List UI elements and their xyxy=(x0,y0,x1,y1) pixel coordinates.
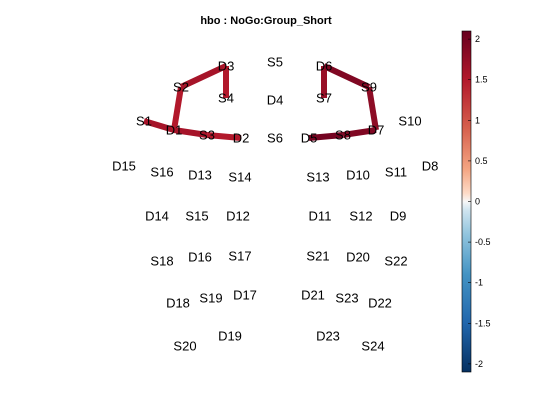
optode-label-d4: D4 xyxy=(267,93,284,108)
channel-s2-d1 xyxy=(171,86,184,131)
optode-label-d15: D15 xyxy=(112,159,136,174)
optode-label-d19: D19 xyxy=(218,329,242,344)
optode-label-s14: S14 xyxy=(228,170,251,185)
colorbar-tick-label: -1.5 xyxy=(475,318,491,328)
optode-label-s5: S5 xyxy=(267,55,283,70)
optode-label-d11: D11 xyxy=(309,209,332,224)
channel-s3-d2 xyxy=(206,132,242,141)
colorbar-tick-label: 1.5 xyxy=(475,75,488,85)
optode-label-s22: S22 xyxy=(384,254,407,269)
optode-label-s21: S21 xyxy=(306,249,329,264)
channel-s3-d1 xyxy=(173,127,208,138)
optode-label-d21: D21 xyxy=(301,288,325,303)
optode-label-d2: D2 xyxy=(233,131,250,146)
optode-label-d8: D8 xyxy=(422,159,439,174)
channel-s9-d7 xyxy=(366,86,379,131)
optode-label-d18: D18 xyxy=(166,296,190,311)
optode-labels-layer: S1 S2 S3 S4 S5 S6 S7 S8 S9 S10 S11 S12 S13 S14 S15 S16 S… xyxy=(112,55,438,354)
optode-label-d20: D20 xyxy=(346,250,370,265)
optode-label-s16: S16 xyxy=(150,165,173,180)
optode-label-s17: S17 xyxy=(228,249,251,264)
optode-label-s6: S6 xyxy=(267,131,283,146)
optode-label-s23: S23 xyxy=(335,291,358,306)
optode-label-s11: S11 xyxy=(385,165,407,180)
optode-label-d1: D1 xyxy=(166,123,183,138)
optode-label-d5: D5 xyxy=(301,131,318,146)
optode-label-s15: S15 xyxy=(185,209,208,224)
optode-label-d7: D7 xyxy=(368,123,385,138)
optode-label-d3: D3 xyxy=(218,59,235,74)
channel-s9-d6 xyxy=(322,63,371,90)
optode-label-s1: S1 xyxy=(136,114,152,129)
optode-label-d16: D16 xyxy=(188,250,212,265)
optode-label-s3: S3 xyxy=(199,128,215,143)
optode-label-s19: S19 xyxy=(199,291,222,306)
channel-s1-d1 xyxy=(143,118,175,133)
optode-label-d23: D23 xyxy=(316,329,340,344)
optode-label-d17: D17 xyxy=(233,288,257,303)
optode-label-s4: S4 xyxy=(218,91,234,106)
optode-label-d22: D22 xyxy=(368,296,392,311)
optode-label-s10: S10 xyxy=(398,114,421,129)
optode-label-d12: D12 xyxy=(226,209,250,224)
chart-title: hbo : NoGo:Group_Short xyxy=(200,15,332,27)
colorbar-tick-label: -0.5 xyxy=(475,237,491,247)
optode-label-d14: D14 xyxy=(145,209,169,224)
colorbar-tick-label: 2 xyxy=(475,34,480,44)
optode-label-s18: S18 xyxy=(150,254,173,269)
optode-label-s24: S24 xyxy=(361,339,384,354)
channel-s8-d7 xyxy=(342,127,377,138)
optode-label-s13: S13 xyxy=(306,170,329,185)
optode-label-s9: S9 xyxy=(361,80,377,95)
channels-layer xyxy=(143,63,379,141)
colorbar-tick-label: -1 xyxy=(475,278,483,288)
colorbar-tick-label: 0 xyxy=(475,197,480,207)
channel-s8-d5 xyxy=(308,132,344,141)
colorbar-tick-label: 1 xyxy=(475,115,480,125)
optode-label-s7: S7 xyxy=(316,91,332,106)
colorbar-ticks: 2 1.5 1 0.5 0 -0.5 -1 -1.5 -2 xyxy=(468,34,491,369)
optode-label-s12: S12 xyxy=(349,209,372,224)
colorbar-tick-label: -2 xyxy=(475,359,483,369)
optode-label-d13: D13 xyxy=(188,168,212,183)
optode-label-d10: D10 xyxy=(346,168,370,183)
optode-label-d9: D9 xyxy=(390,209,407,224)
colorbar-tick-label: 0.5 xyxy=(475,156,488,166)
colorbar: 2 1.5 1 0.5 0 -0.5 -1 -1.5 -2 xyxy=(461,30,491,373)
optode-label-s8: S8 xyxy=(335,128,351,143)
channel-s2-d3 xyxy=(179,63,228,90)
optode-label-s2: S2 xyxy=(173,80,189,95)
optode-label-d6: D6 xyxy=(316,59,333,74)
optode-label-s20: S20 xyxy=(173,339,196,354)
